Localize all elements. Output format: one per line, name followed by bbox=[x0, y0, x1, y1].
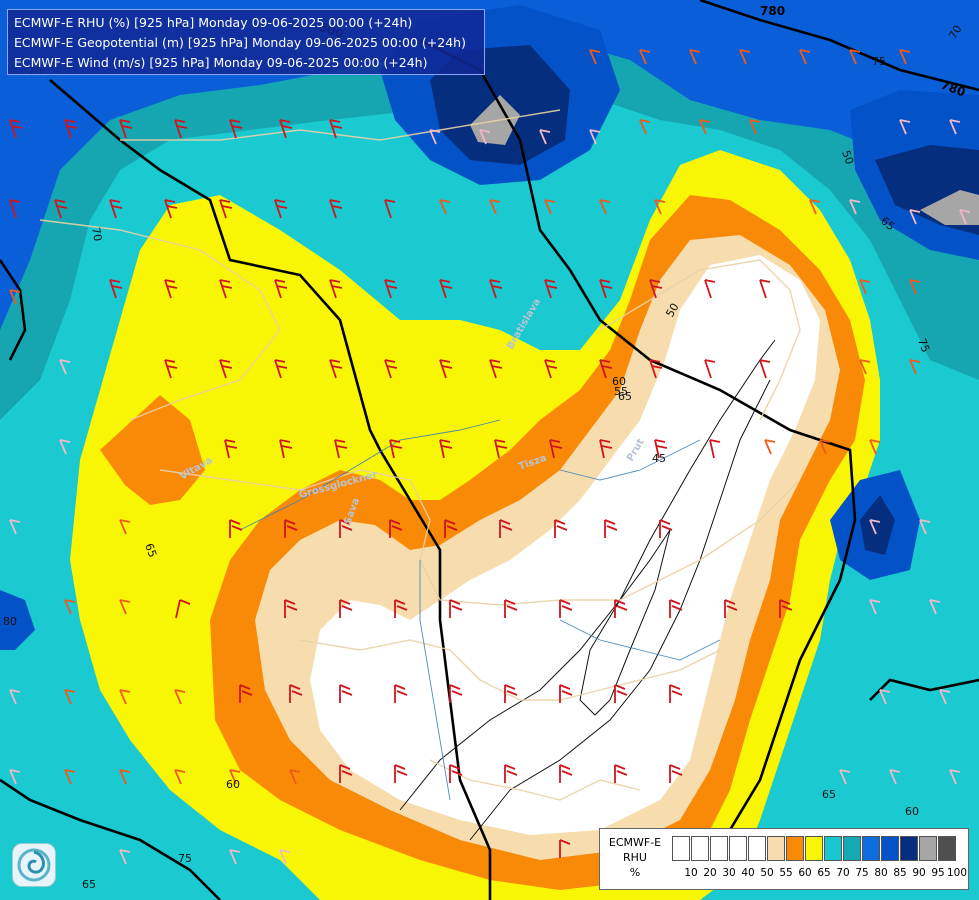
rh-95-east bbox=[920, 190, 979, 225]
legend-tick-55: 55 bbox=[779, 867, 793, 879]
geo-label-3: 780 bbox=[760, 4, 785, 18]
legend-swatch-20 bbox=[691, 836, 709, 861]
legend-swatch-50 bbox=[748, 836, 766, 861]
rhu-label-18: 75 bbox=[178, 852, 192, 865]
map-title-box: ECMWF-E RHU (%) [925 hPa] Monday 09-06-2… bbox=[7, 9, 485, 75]
rh-95-north bbox=[470, 95, 520, 145]
rh-50-region bbox=[310, 255, 820, 835]
legend-tick-70: 70 bbox=[836, 867, 850, 879]
rhu-label-11: 65 bbox=[822, 788, 836, 801]
legend-tick-65: 65 bbox=[817, 867, 831, 879]
rhu-label-8: 65 bbox=[82, 878, 96, 891]
title-wind: ECMWF-E Wind (m/s) [925 hPa] Monday 09-0… bbox=[14, 55, 428, 70]
rh-85-west bbox=[0, 590, 35, 650]
rhu-label-12: 65 bbox=[618, 390, 632, 403]
rhu-label-10: 60 bbox=[905, 805, 919, 818]
legend-model: ECMWF-E bbox=[608, 836, 662, 849]
rhu-label-19: 80 bbox=[3, 615, 17, 628]
wind-barbs bbox=[9, 49, 971, 865]
legend-tick-30: 30 bbox=[722, 867, 736, 879]
rhu-label-7: 65 bbox=[142, 542, 159, 560]
rh-90-southeast bbox=[860, 495, 895, 555]
legend-variable: RHU bbox=[623, 851, 647, 864]
legend-tick-labels: 10 20 30 40 50 55 60 65 70 75 80 85 90 95 100 bbox=[672, 867, 968, 881]
legend-tick-80: 80 bbox=[874, 867, 888, 879]
legend-swatch-80 bbox=[862, 836, 880, 861]
rhu-label-9: 60 bbox=[226, 778, 240, 791]
color-legend: ECMWF-E RHU % 10 20 30 40 50 55 60 65 70 75 80 85 90… bbox=[599, 828, 969, 890]
legend-tick-50: 50 bbox=[760, 867, 774, 879]
legend-swatch-70 bbox=[824, 836, 842, 861]
legend-tick-20: 20 bbox=[703, 867, 717, 879]
swirl-icon bbox=[17, 848, 51, 882]
legend-unit: % bbox=[629, 866, 641, 879]
rhu-label-1: 70 bbox=[89, 226, 104, 242]
rhu-label-4: 75 bbox=[872, 55, 886, 68]
legend-tick-60: 60 bbox=[798, 867, 812, 879]
legend-swatch-55 bbox=[767, 836, 785, 861]
legend-tick-10: 10 bbox=[684, 867, 698, 879]
legend-tick-90: 90 bbox=[912, 867, 926, 879]
legend-color-bar bbox=[672, 836, 957, 861]
rhu-label-15: 50 bbox=[663, 301, 681, 320]
rhu-label-16: 45 bbox=[652, 452, 666, 465]
legend-swatch-10 bbox=[672, 836, 690, 861]
legend-tick-40: 40 bbox=[741, 867, 755, 879]
rhu-label-14: 55 bbox=[614, 385, 628, 398]
country-borders bbox=[39, 109, 801, 801]
legend-tick-95: 95 bbox=[931, 867, 945, 879]
legend-tick-75: 75 bbox=[855, 867, 869, 879]
legend-swatch-60 bbox=[786, 836, 804, 861]
rh-60-patch bbox=[100, 395, 205, 505]
legend-swatch-30 bbox=[710, 836, 728, 861]
rhu-label-2: 70 bbox=[946, 23, 964, 42]
swirl-logo bbox=[12, 843, 56, 887]
rhu-label-13: 60 bbox=[612, 375, 626, 388]
rivers bbox=[239, 419, 721, 801]
title-geopotential: ECMWF-E Geopotential (m) [925 hPa] Monda… bbox=[14, 35, 466, 50]
legend-label: ECMWF-E RHU % bbox=[602, 835, 668, 880]
legend-swatch-75 bbox=[843, 836, 861, 861]
legend-swatch-100 bbox=[938, 836, 956, 861]
legend-tick-85: 85 bbox=[893, 867, 907, 879]
title-rhu: ECMWF-E RHU (%) [925 hPa] Monday 09-06-2… bbox=[14, 15, 413, 30]
rhu-label-17: 50 bbox=[839, 149, 856, 167]
legend-swatch-85 bbox=[881, 836, 899, 861]
legend-swatch-95 bbox=[919, 836, 937, 861]
legend-tick-100: 100 bbox=[946, 867, 968, 879]
legend-swatch-40 bbox=[729, 836, 747, 861]
legend-swatch-65 bbox=[805, 836, 823, 861]
legend-swatch-90 bbox=[900, 836, 918, 861]
rhu-label-5: 75 bbox=[915, 337, 932, 355]
